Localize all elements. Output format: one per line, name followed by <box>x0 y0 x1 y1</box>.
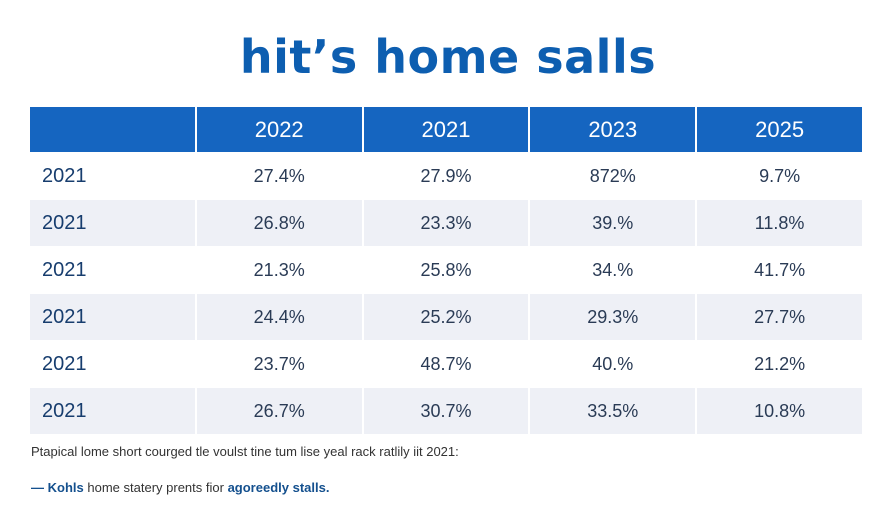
table-cell: 27.7% <box>697 293 862 340</box>
column-header <box>30 107 195 152</box>
table-row: 2021 24.4% 25.2% 29.3% 27.7% <box>30 293 862 340</box>
source-credit: — Kohls home statery prents fior agoreed… <box>31 480 329 495</box>
table-cell: 26.7% <box>196 387 362 434</box>
credit-source: Kohls <box>47 480 84 495</box>
table-cell: 9.7% <box>697 152 862 199</box>
column-header: 2023 <box>530 107 696 152</box>
column-header: 2021 <box>363 107 529 152</box>
table-cell: 27.4% <box>196 152 362 199</box>
table-cell: 21.3% <box>196 246 362 293</box>
table-cell: 25.8% <box>363 246 529 293</box>
table-cell: 41.7% <box>697 246 862 293</box>
table-row: 2021 21.3% 25.8% 34.% 41.7% <box>30 246 862 293</box>
row-label: 2021 <box>30 152 195 199</box>
table-cell: 29.3% <box>530 293 696 340</box>
page-title: hit’s home salls <box>239 30 657 84</box>
credit-text: home statery prents fior <box>87 480 224 495</box>
table-row: 2021 27.4% 27.9% 872% 9.7% <box>30 152 862 199</box>
table-cell: 30.7% <box>363 387 529 434</box>
data-table: 2022 2021 2023 2025 2021 27.4% 27.9% 872% 9.… <box>28 107 864 434</box>
table-cell: 11.8% <box>697 199 862 246</box>
table-cell: 10.8% <box>697 387 862 434</box>
table-row: 2021 26.7% 30.7% 33.5% 10.8% <box>30 387 862 434</box>
table-cell: 34.% <box>530 246 696 293</box>
table-cell: 872% <box>530 152 696 199</box>
table-cell: 24.4% <box>196 293 362 340</box>
row-label: 2021 <box>30 293 195 340</box>
table-cell: 26.8% <box>196 199 362 246</box>
table-cell: 23.7% <box>196 340 362 387</box>
table-cell: 25.2% <box>363 293 529 340</box>
table-cell: 27.9% <box>363 152 529 199</box>
row-label: 2021 <box>30 199 195 246</box>
table-header-row: 2022 2021 2023 2025 <box>30 107 862 152</box>
footnote: Ptapical lome short courged tle voulst t… <box>31 444 459 459</box>
table-cell: 48.7% <box>363 340 529 387</box>
credit-dash: — <box>31 480 44 495</box>
column-header: 2022 <box>196 107 362 152</box>
column-header: 2025 <box>697 107 862 152</box>
table-cell: 40.% <box>530 340 696 387</box>
row-label: 2021 <box>30 246 195 293</box>
credit-emphasis: agoreedly stalls. <box>227 480 330 495</box>
table-cell: 33.5% <box>530 387 696 434</box>
table-row: 2021 26.8% 23.3% 39.% 11.8% <box>30 199 862 246</box>
table-cell: 21.2% <box>697 340 862 387</box>
table-cell: 23.3% <box>363 199 529 246</box>
table-cell: 39.% <box>530 199 696 246</box>
row-label: 2021 <box>30 340 195 387</box>
row-label: 2021 <box>30 387 195 434</box>
table-row: 2021 23.7% 48.7% 40.% 21.2% <box>30 340 862 387</box>
